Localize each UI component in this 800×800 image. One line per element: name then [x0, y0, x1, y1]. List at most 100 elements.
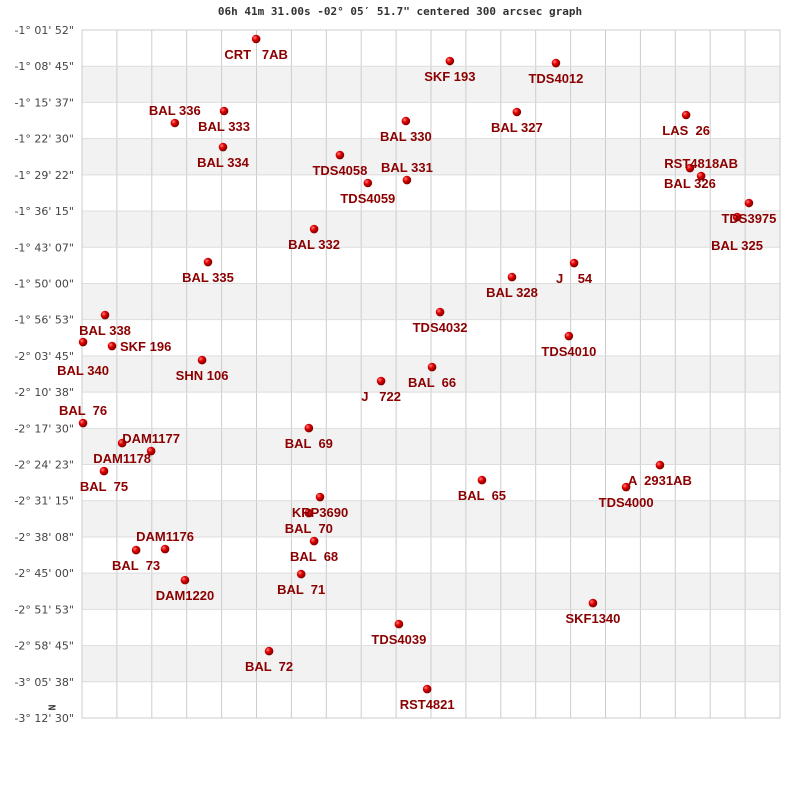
star-label: BAL 330 [380, 129, 432, 144]
star-label: SKF 196 [120, 339, 171, 354]
star-label: TDS4039 [371, 632, 426, 647]
star-point [507, 272, 517, 282]
star-label: BAL 334 [197, 155, 250, 170]
star-point [335, 150, 345, 160]
y-tick-label: -1° 08' 45" [14, 60, 74, 73]
star-point [117, 438, 127, 448]
y-tick-label: -1° 01' 52" [14, 24, 74, 37]
plot-border [81, 29, 781, 719]
star-label: BAL 326 [664, 176, 716, 191]
star-label: DAM1177 [122, 431, 180, 446]
star-point [621, 482, 631, 492]
star-point [197, 355, 207, 365]
star-label: BAL 327 [491, 120, 543, 135]
chart-title: 06h 41m 31.00s -02° 05′ 51.7" centered 3… [217, 5, 583, 18]
star-point [569, 258, 579, 268]
star-point [551, 58, 561, 68]
y-tick-label: -2° 38' 08" [14, 531, 74, 544]
star-point [78, 418, 88, 428]
star-label: BAL 336 [149, 103, 201, 118]
star-label: LAS 26 [662, 123, 710, 138]
y-tick-label: -2° 10' 38" [14, 386, 74, 399]
star-label: BAL 73 [112, 558, 160, 573]
star-label: TDS4000 [599, 495, 654, 510]
star-label: BAL 333 [198, 119, 250, 134]
y-tick-label: -1° 43' 07" [14, 241, 74, 254]
star-label: TDS4012 [528, 71, 583, 86]
star-label: TDS4032 [413, 320, 468, 335]
star-point [100, 310, 110, 320]
star-point [422, 684, 432, 694]
y-tick-label: -1° 15' 37" [14, 96, 74, 109]
y-tick-label: -1° 29' 22" [14, 169, 74, 182]
star-point [160, 544, 170, 554]
star-point [315, 492, 325, 502]
star-point [131, 545, 141, 555]
star-label: A 2931AB [628, 473, 692, 488]
star-label: TDS4010 [541, 344, 596, 359]
star-label: BAL 325 [711, 238, 763, 253]
star-label: BAL 331 [381, 160, 433, 175]
y-tick-label: -2° 17' 30" [14, 422, 74, 435]
star-label: BAL 70 [285, 521, 333, 536]
star-point [99, 466, 109, 476]
y-tick-label: -2° 31' 15" [14, 495, 74, 508]
star-label: BAL 76 [59, 403, 107, 418]
star-label: BAL 68 [290, 549, 338, 564]
y-tick-label: -2° 58' 45" [14, 640, 74, 653]
star-label: BAL 65 [458, 488, 506, 503]
star-point [304, 508, 314, 518]
star-point [170, 118, 180, 128]
star-label: DAM1178 [93, 451, 151, 466]
star-point [732, 212, 742, 222]
star-label: BAL 340 [57, 363, 109, 378]
star-point [180, 575, 190, 585]
y-tick-label: -2° 03' 45" [14, 350, 74, 363]
star-label: TDS4058 [312, 163, 367, 178]
star-point [363, 178, 373, 188]
star-point [564, 331, 574, 341]
star-point [376, 376, 386, 386]
y-tick-label: -1° 22' 30" [14, 133, 74, 146]
star-label: BAL 71 [277, 582, 325, 597]
star-point [251, 34, 261, 44]
star-point [402, 175, 412, 185]
star-label: BAL 75 [80, 479, 128, 494]
star-label: DAM1220 [156, 588, 215, 603]
y-tick-label: -3° 05' 38" [14, 676, 74, 689]
star-point [264, 646, 274, 656]
star-point [401, 116, 411, 126]
star-point [296, 569, 306, 579]
star-point [744, 198, 754, 208]
star-label: TDS4059 [340, 191, 395, 206]
star-point [655, 460, 665, 470]
y-tick-label: -2° 45' 00" [14, 567, 74, 580]
y-tick-label: -2° 24' 23" [14, 459, 74, 472]
star-point [696, 171, 706, 181]
star-point [588, 598, 598, 608]
star-label: RST4821 [400, 697, 455, 712]
star-point [78, 337, 88, 347]
star-label: SKF1340 [565, 611, 620, 626]
star-point [435, 307, 445, 317]
star-label: KRP3690 [292, 505, 348, 520]
north-marker: N [47, 704, 59, 711]
star-point [394, 619, 404, 629]
star-label: CRT 7AB [224, 47, 288, 62]
star-label: BAL 328 [486, 285, 538, 300]
star-point [218, 142, 228, 152]
star-label: BAL 332 [288, 237, 340, 252]
star-label: SKF 193 [424, 69, 475, 84]
star-point [445, 56, 455, 66]
star-label: BAL 335 [182, 270, 234, 285]
star-point [477, 475, 487, 485]
star-label: DAM1176 [136, 529, 194, 544]
star-label: BAL 66 [408, 375, 456, 390]
star-label: TDS3975 [721, 211, 776, 226]
star-point [107, 341, 117, 351]
star-label: J 54 [556, 271, 593, 286]
y-tick-label: -1° 50' 00" [14, 277, 74, 290]
star-label: BAL 338 [79, 323, 131, 338]
y-tick-label: -2° 51' 53" [14, 603, 74, 616]
